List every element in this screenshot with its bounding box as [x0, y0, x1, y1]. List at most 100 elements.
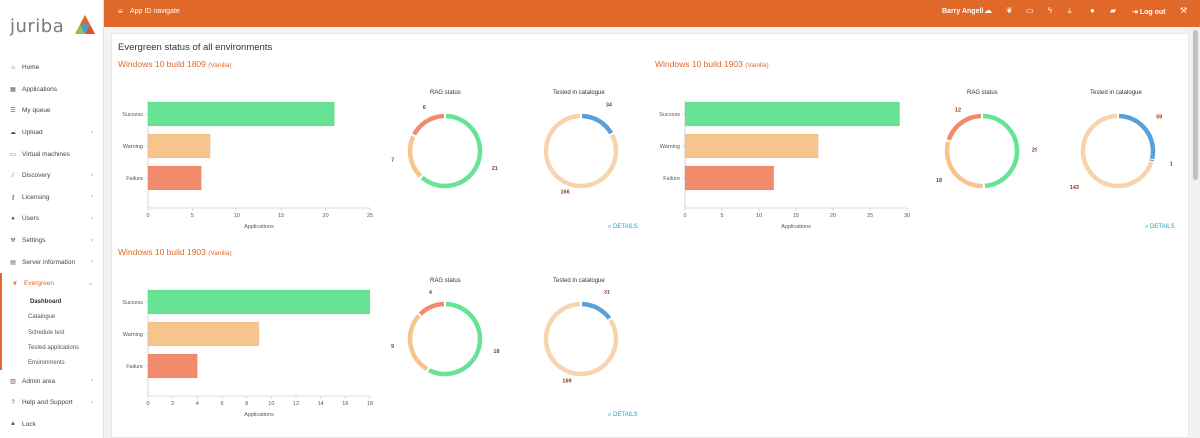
- chevron-left-icon: ‹: [91, 378, 93, 385]
- donut-slice-failure: [946, 113, 982, 141]
- donut-value-label: 4: [429, 290, 433, 296]
- wrench-icon[interactable]: ⚒: [1180, 6, 1188, 15]
- environment-title[interactable]: Windows 10 build 1903 (Vanilla): [118, 247, 232, 257]
- donut-slice-warning: [944, 141, 983, 189]
- sidebar-item-admin-area[interactable]: ▥ Admin area ‹: [0, 370, 104, 392]
- leaf-icon[interactable]: ❦: [1006, 6, 1013, 15]
- sidebar-item-licensing[interactable]: ⚷ Licensing ‹: [0, 187, 104, 209]
- x-tick-label: 20: [323, 213, 329, 219]
- sidebar-item-label: Upload: [22, 129, 43, 137]
- sidebar: juriba ⌂ Home ▦ Applications ☰ My queue ☁ Up…: [0, 0, 104, 438]
- x-tick-label: 30: [904, 213, 910, 219]
- x-tick-label: 20: [830, 213, 836, 219]
- users-icon: ●: [11, 215, 15, 222]
- sidebar-item-evergreen[interactable]: ❦ Evergreen ⌄: [2, 273, 104, 295]
- environment-title[interactable]: Windows 10 build 1903 (Vanilla): [655, 59, 769, 69]
- donut-value-label: 143: [1070, 185, 1079, 191]
- cloud-icon[interactable]: ☁: [984, 6, 992, 15]
- notifications-icon[interactable]: ▰: [1110, 6, 1117, 15]
- sidebar-item-label: Virtual machines: [22, 150, 70, 158]
- y-category-label: Success: [122, 300, 143, 306]
- sidebar-item-home[interactable]: ⌂ Home: [0, 57, 104, 79]
- y-category-label: Failure: [663, 176, 680, 182]
- donut-slice-success: [427, 301, 483, 377]
- details-link[interactable]: ⌕ DETAILS: [1145, 224, 1175, 231]
- sidebar-item-label: Home: [22, 64, 40, 72]
- status-bar-chart: 0 2 4 6 8 10 12 14 16 18 Success Warning Failure Appl…: [122, 288, 373, 418]
- donut-slice-not-tested: [543, 113, 619, 189]
- sidebar-subitem-dashboard[interactable]: Dashboard: [30, 299, 62, 306]
- bar-success: [147, 101, 335, 127]
- environment-name: Windows 10 build 1903: [118, 247, 209, 257]
- tested-catalogue-caption: Tested in catalogue: [553, 90, 605, 96]
- donut-slice-success: [982, 113, 1020, 189]
- logout-button[interactable]: ⇥ Log out: [1132, 8, 1165, 16]
- key-icon: ⚷: [10, 194, 16, 201]
- sidebar-item-virtual-machines[interactable]: ▭ Virtual machines: [0, 143, 104, 165]
- donut-slice-failure: [418, 301, 445, 316]
- details-link[interactable]: ⌕ DETAILS: [608, 412, 638, 419]
- donut-slice-success: [420, 113, 483, 189]
- user-name[interactable]: Barry Angell: [942, 8, 984, 15]
- x-axis-label: Applications: [781, 224, 811, 230]
- logo-text: juriba: [10, 16, 65, 37]
- bar-success: [684, 101, 900, 127]
- sidebar-subitem-tested-applications[interactable]: Tested applications: [28, 344, 80, 351]
- sidebar-subitem-environments[interactable]: Environments: [28, 359, 65, 366]
- details-link[interactable]: ⌕ DETAILS: [608, 224, 638, 231]
- chevron-left-icon: ‹: [91, 237, 93, 244]
- download-icon[interactable]: ⤓: [1068, 6, 1072, 15]
- scrollbar[interactable]: [1191, 27, 1200, 438]
- top-bar: ≡ App ID navigate Barry Angell ☁ ❦ ▭ ϟ ⤓…: [104, 0, 1200, 27]
- sidebar-item-label: Lock: [22, 420, 36, 428]
- bar-failure: [684, 165, 775, 191]
- donut-value-label: 7: [391, 158, 394, 164]
- juriba-logo[interactable]: juriba: [10, 12, 95, 42]
- sidebar-item-applications[interactable]: ▦ Applications: [0, 79, 104, 101]
- user-icon[interactable]: ●: [1090, 6, 1095, 15]
- donut-value-label: 21: [492, 166, 498, 172]
- server-icon: ▤: [10, 259, 16, 266]
- x-tick-label: 0: [683, 213, 686, 219]
- x-tick-label: 10: [268, 401, 274, 407]
- sidebar-item-my-queue[interactable]: ☰ My queue: [0, 100, 104, 122]
- donut-slice-warning: [407, 314, 429, 372]
- chevron-left-icon: ‹: [91, 259, 93, 266]
- donut-value-label: 59: [1156, 114, 1162, 120]
- x-tick-label: 10: [756, 213, 762, 219]
- sidebar-item-settings[interactable]: ⚒ Settings ‹: [0, 230, 104, 252]
- monitor-icon[interactable]: ▭: [1026, 6, 1034, 15]
- bar-warning: [684, 133, 819, 159]
- list-icon: ☰: [10, 108, 16, 115]
- status-bar-chart: 0 5 10 15 20 25 30 Success Warning Failure Applica…: [659, 100, 910, 230]
- sidebar-item-label: Users: [22, 215, 39, 223]
- donut-value-label: 169: [562, 379, 571, 385]
- donut-slice-tested: [1118, 113, 1156, 160]
- donut-value-label: 9: [391, 344, 394, 350]
- app-navigate-label[interactable]: App ID navigate: [130, 8, 180, 15]
- sidebar-item-server-information[interactable]: ▤ Server information ‹: [0, 251, 104, 273]
- rag-status-caption: RAG status: [967, 90, 998, 96]
- sidebar-item-help-and-support[interactable]: ? Help and Support ‹: [0, 392, 104, 414]
- logout-label: Log out: [1139, 9, 1166, 16]
- environment-tag: (Vanilla): [208, 62, 232, 69]
- hamburger-menu-icon[interactable]: ≡: [118, 7, 123, 16]
- scrollbar-thumb[interactable]: [1193, 30, 1198, 180]
- page-title: Evergreen status of all environments: [118, 42, 273, 53]
- bolt-icon[interactable]: ϟ: [1048, 6, 1053, 15]
- monitor-icon: ▭: [10, 151, 16, 158]
- sidebar-item-users[interactable]: ● Users ‹: [0, 208, 104, 230]
- sidebar-subitem-catalogue[interactable]: Catalogue: [28, 314, 56, 321]
- search-icon: ⌕: [608, 224, 614, 230]
- sidebar-subitem-schedule-test[interactable]: Schedule test: [28, 329, 65, 336]
- donut-slice-warning: [407, 135, 423, 178]
- donut-slice-not-tested: [543, 301, 619, 377]
- grid-icon: ▦: [10, 86, 16, 93]
- sidebar-item-upload[interactable]: ☁ Upload ‹: [0, 122, 104, 144]
- environment-title[interactable]: Windows 10 build 1809 (Vanilla): [118, 59, 232, 69]
- x-tick-label: 16: [342, 401, 348, 407]
- sidebar-item-discovery[interactable]: ⁄ Discovery ‹: [0, 165, 104, 187]
- sidebar-item-lock[interactable]: 🔒︎ Lock: [0, 414, 104, 436]
- donut-value-label: 34: [606, 103, 613, 109]
